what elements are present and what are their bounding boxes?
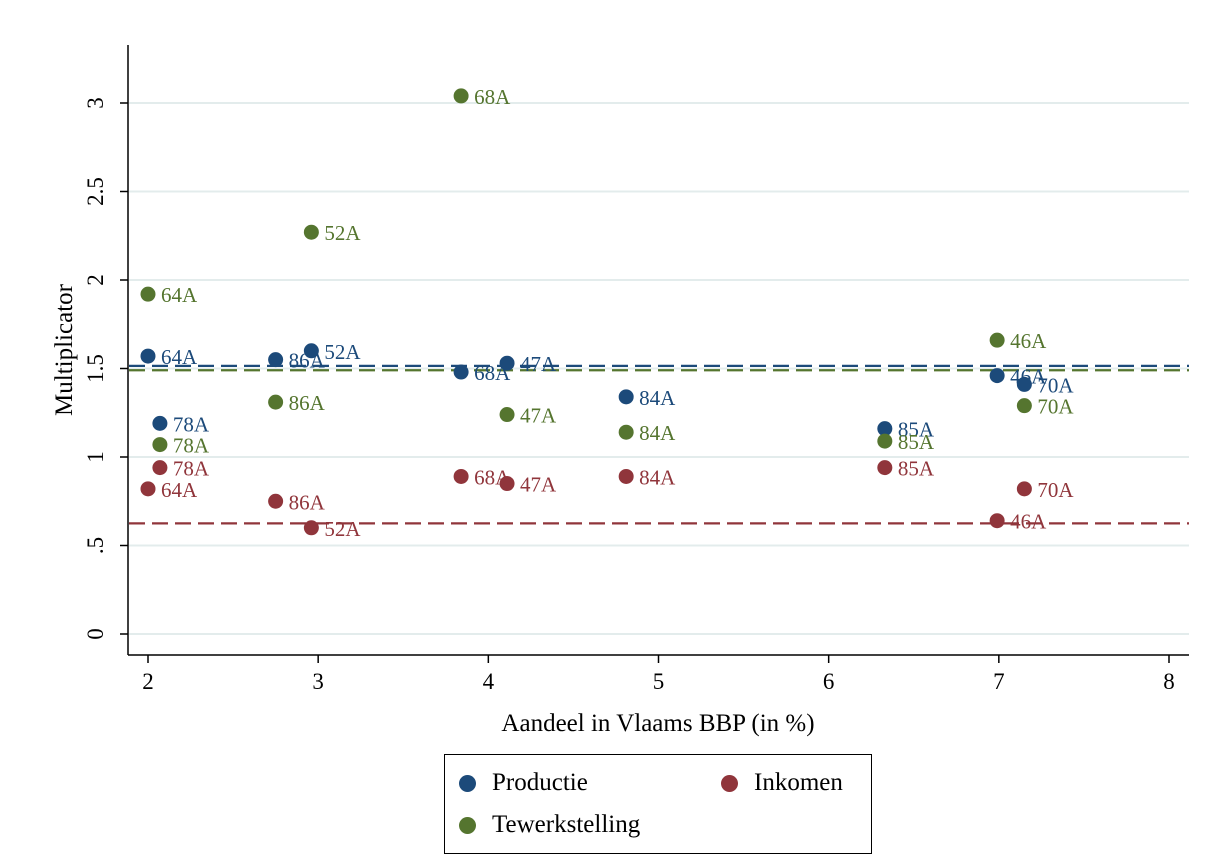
point-inkomen	[989, 513, 1005, 529]
point-label-inkomen: 86A	[289, 490, 326, 514]
point-productie	[303, 343, 319, 359]
point-label-tewerkstelling: 47A	[520, 404, 557, 428]
point-productie	[152, 415, 168, 431]
y-tick-label: 0	[83, 628, 108, 640]
point-tewerkstelling	[1016, 398, 1032, 414]
point-label-productie: 78A	[173, 412, 210, 436]
point-productie	[618, 389, 634, 405]
point-label-inkomen: 47A	[520, 473, 557, 497]
point-label-inkomen: 46A	[1010, 510, 1047, 534]
point-label-productie: 70A	[1037, 373, 1074, 397]
legend-item-inkomen: Inkomen	[721, 769, 843, 797]
x-tick-label: 4	[483, 669, 495, 694]
point-productie	[499, 355, 515, 371]
point-label-inkomen: 52A	[324, 517, 361, 541]
y-tick-label: 1.5	[83, 354, 108, 383]
point-label-inkomen: 84A	[639, 465, 676, 489]
point-inkomen	[499, 476, 515, 492]
point-productie	[1016, 376, 1032, 392]
point-inkomen	[453, 468, 469, 484]
point-label-tewerkstelling: 64A	[161, 283, 198, 307]
legend-label-productie: Productie	[492, 769, 588, 796]
point-tewerkstelling	[268, 394, 284, 410]
x-tick-label: 7	[993, 669, 1005, 694]
point-tewerkstelling	[152, 437, 168, 453]
point-tewerkstelling	[618, 424, 634, 440]
legend-item-productie: Productie	[459, 769, 588, 797]
y-tick-label: 1	[83, 451, 108, 463]
inkomen-marker-icon	[721, 774, 738, 792]
y-axis-title: Multiplicator	[51, 283, 78, 416]
y-tick-label: .5	[83, 537, 108, 554]
x-axis-title: Aandeel in Vlaams BBP (in %)	[501, 710, 814, 737]
point-tewerkstelling	[877, 433, 893, 449]
point-label-tewerkstelling: 85A	[898, 430, 935, 454]
point-tewerkstelling	[453, 88, 469, 104]
point-inkomen	[1016, 481, 1032, 497]
point-label-inkomen: 78A	[173, 457, 210, 481]
legend-label-inkomen: Inkomen	[754, 769, 843, 796]
y-tick-label: 2.5	[83, 177, 108, 206]
point-tewerkstelling	[499, 407, 515, 423]
point-label-productie: 85A	[898, 418, 935, 442]
y-tick-label: 3	[83, 97, 108, 109]
point-label-tewerkstelling: 70A	[1037, 395, 1074, 419]
axes: 0 .5 1 1.5 2 2.5 3 2 3 4 5 6 7 8	[83, 45, 1189, 694]
point-label-productie: 64A	[161, 345, 198, 369]
point-label-tewerkstelling: 86A	[289, 391, 326, 415]
legend-label-tewerkstelling: Tewerkstelling	[492, 811, 641, 838]
point-tewerkstelling	[989, 332, 1005, 348]
point-inkomen	[618, 468, 634, 484]
point-tewerkstelling	[303, 224, 319, 240]
point-tewerkstelling	[140, 286, 156, 302]
point-inkomen	[303, 520, 319, 536]
x-tick-label: 8	[1163, 669, 1175, 694]
productie-marker-icon	[459, 774, 476, 792]
tewerkstelling-marker-icon	[459, 816, 476, 834]
legend-item-tewerkstelling: Tewerkstelling	[459, 811, 640, 839]
point-productie	[989, 368, 1005, 384]
point-productie	[268, 352, 284, 368]
point-label-tewerkstelling: 78A	[173, 434, 210, 458]
point-inkomen	[140, 481, 156, 497]
point-label-productie: 52A	[324, 340, 361, 364]
point-productie	[140, 348, 156, 364]
point-label-tewerkstelling: 84A	[639, 421, 676, 445]
legend: Productie Inkomen Tewerkstelling	[444, 754, 872, 854]
point-productie	[453, 364, 469, 380]
grid-lines	[129, 102, 1189, 635]
point-label-tewerkstelling: 46A	[1010, 329, 1047, 353]
x-tick-label: 3	[312, 669, 324, 694]
point-productie	[877, 421, 893, 437]
point-label-inkomen: 64A	[161, 478, 198, 502]
y-tick-label: 2	[83, 274, 108, 286]
x-tick-label: 6	[823, 669, 835, 694]
point-label-tewerkstelling: 68A	[474, 85, 511, 109]
point-label-productie: 47A	[520, 352, 557, 376]
point-label-inkomen: 85A	[898, 457, 935, 481]
point-inkomen	[152, 460, 168, 476]
x-tick-label: 5	[653, 669, 665, 694]
point-label-tewerkstelling: 52A	[324, 221, 361, 245]
point-label-inkomen: 70A	[1037, 478, 1074, 502]
point-label-productie: 84A	[639, 386, 676, 410]
point-inkomen	[268, 493, 284, 509]
x-tick-label: 2	[142, 669, 154, 694]
point-inkomen	[877, 460, 893, 476]
